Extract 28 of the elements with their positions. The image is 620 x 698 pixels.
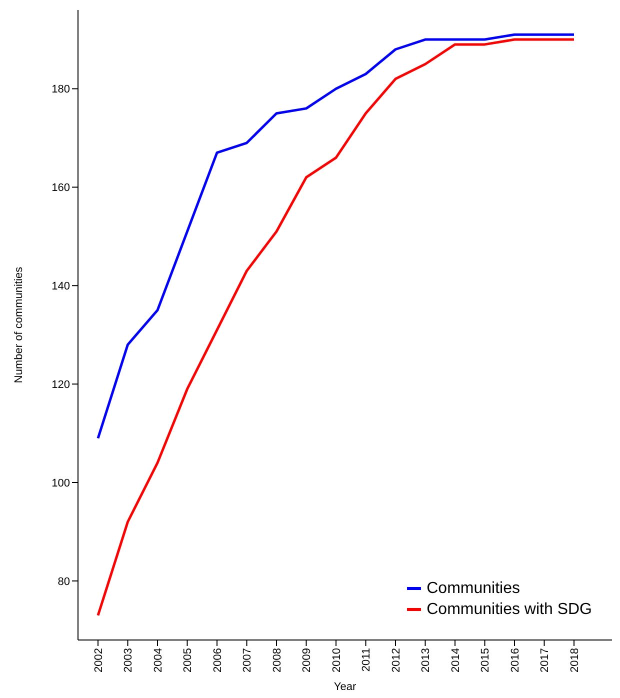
x-tick-label: 2005 xyxy=(182,648,194,672)
legend-label: Communities with SDG xyxy=(426,600,592,620)
y-tick-label: 80 xyxy=(58,576,70,588)
y-tick-label: 120 xyxy=(52,378,70,391)
y-tick-label: 100 xyxy=(52,477,70,490)
x-tick-label: 2018 xyxy=(568,648,581,672)
x-tick-label: 2013 xyxy=(420,648,432,672)
x-tick-label: 2002 xyxy=(92,648,105,672)
x-tick-label: 2015 xyxy=(480,648,492,672)
x-tick-label: 2011 xyxy=(360,648,373,672)
y-axis-title: Number of communities xyxy=(12,266,25,384)
x-tick-label: 2014 xyxy=(450,648,462,672)
x-tick-label: 2006 xyxy=(212,648,224,672)
x-axis-title: Year xyxy=(334,681,356,693)
x-tick-label: 2017 xyxy=(539,648,552,672)
y-tick-label: 180 xyxy=(52,84,70,96)
x-tick-label: 2009 xyxy=(301,648,314,672)
x-tick-label: 2012 xyxy=(390,648,402,672)
x-tick-label: 2016 xyxy=(509,648,522,672)
line-series xyxy=(96,33,576,440)
y-tick-label: 140 xyxy=(52,280,70,293)
x-tick-label: 2003 xyxy=(122,648,135,672)
x-tick-label: 2004 xyxy=(152,648,164,672)
x-tick-label: 2007 xyxy=(242,648,254,672)
legend-label: Communities xyxy=(426,579,520,599)
y-tick-label: 160 xyxy=(52,182,70,194)
x-tick-label: 2008 xyxy=(271,648,284,672)
x-tick-label: 2010 xyxy=(330,648,343,672)
